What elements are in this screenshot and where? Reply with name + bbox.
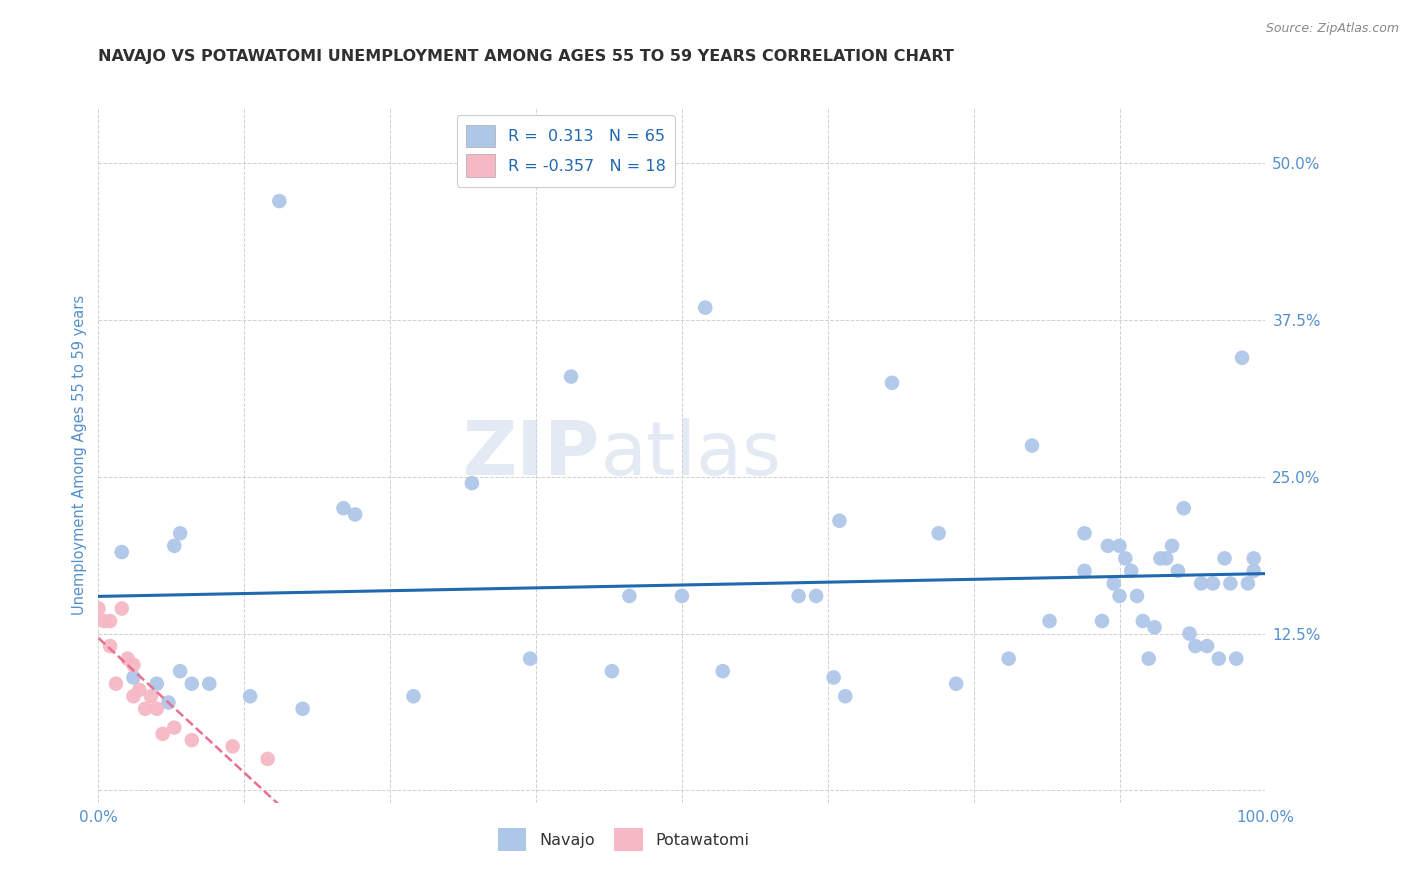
Point <box>146 702 169 716</box>
Point <box>111 601 134 615</box>
Point <box>291 702 314 716</box>
Point <box>1091 614 1114 628</box>
Point <box>146 676 169 690</box>
Point <box>152 727 174 741</box>
Text: ZIP: ZIP <box>463 418 600 491</box>
Text: atlas: atlas <box>600 418 782 491</box>
Point <box>1121 564 1143 578</box>
Point <box>169 664 191 678</box>
Point <box>139 690 162 704</box>
Point <box>1173 501 1195 516</box>
Point <box>828 514 851 528</box>
Point <box>928 526 950 541</box>
Y-axis label: Unemployment Among Ages 55 to 59 years: Unemployment Among Ages 55 to 59 years <box>72 295 87 615</box>
Point <box>157 696 180 710</box>
Point <box>332 501 354 516</box>
Point <box>1137 651 1160 665</box>
Point <box>1184 639 1206 653</box>
Point <box>87 601 110 615</box>
Point <box>945 676 967 690</box>
Point <box>344 508 367 522</box>
Point <box>880 376 903 390</box>
Point <box>997 651 1019 665</box>
Point <box>1225 651 1247 665</box>
Point <box>695 301 717 315</box>
Point <box>169 526 191 541</box>
Text: NAVAJO VS POTAWATOMI UNEMPLOYMENT AMONG AGES 55 TO 59 YEARS CORRELATION CHART: NAVAJO VS POTAWATOMI UNEMPLOYMENT AMONG … <box>98 49 955 64</box>
Point <box>256 752 278 766</box>
Point <box>823 670 845 684</box>
Point <box>1102 576 1125 591</box>
Point <box>1038 614 1060 628</box>
Point <box>1097 539 1119 553</box>
Point <box>619 589 641 603</box>
Point <box>122 690 145 704</box>
Point <box>1108 589 1130 603</box>
Point <box>1149 551 1171 566</box>
Point <box>163 721 186 735</box>
Point <box>1154 551 1177 566</box>
Point <box>111 545 134 559</box>
Point <box>461 476 484 491</box>
Point <box>804 589 827 603</box>
Point <box>93 614 115 628</box>
Point <box>1161 539 1184 553</box>
Point <box>560 369 582 384</box>
Point <box>239 690 262 704</box>
Point <box>180 733 202 747</box>
Text: Source: ZipAtlas.com: Source: ZipAtlas.com <box>1265 22 1399 36</box>
Point <box>1114 551 1136 566</box>
Point <box>198 676 221 690</box>
Point <box>1243 564 1265 578</box>
Point <box>117 651 139 665</box>
Point <box>1213 551 1236 566</box>
Point <box>1132 614 1154 628</box>
Legend: Navajo, Potawatomi: Navajo, Potawatomi <box>491 822 756 857</box>
Point <box>1073 564 1095 578</box>
Point <box>269 194 291 208</box>
Point <box>104 676 127 690</box>
Point <box>787 589 810 603</box>
Point <box>1230 351 1253 365</box>
Point <box>163 539 186 553</box>
Point <box>122 670 145 684</box>
Point <box>1126 589 1149 603</box>
Point <box>134 702 156 716</box>
Point <box>1143 620 1166 634</box>
Point <box>1073 526 1095 541</box>
Point <box>1189 576 1212 591</box>
Point <box>180 676 202 690</box>
Point <box>834 690 856 704</box>
Point <box>1108 539 1130 553</box>
Point <box>600 664 623 678</box>
Point <box>1167 564 1189 578</box>
Point <box>122 657 145 672</box>
Point <box>1208 651 1230 665</box>
Point <box>1202 576 1225 591</box>
Point <box>1219 576 1241 591</box>
Point <box>221 739 243 754</box>
Point <box>1021 438 1043 452</box>
Point <box>711 664 734 678</box>
Point <box>1178 626 1201 640</box>
Point <box>1243 551 1265 566</box>
Point <box>98 639 121 653</box>
Point <box>1195 639 1218 653</box>
Point <box>128 683 150 698</box>
Point <box>402 690 425 704</box>
Point <box>519 651 541 665</box>
Point <box>671 589 693 603</box>
Point <box>1237 576 1260 591</box>
Point <box>98 614 121 628</box>
